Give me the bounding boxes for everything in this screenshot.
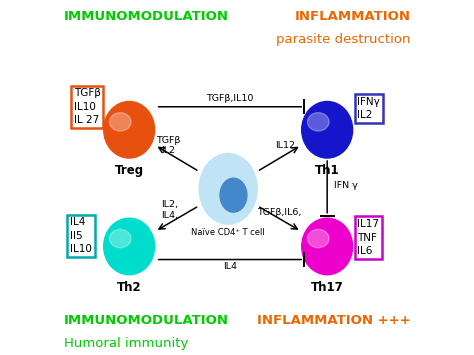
Text: IMMUNOMODULATION: IMMUNOMODULATION (64, 10, 229, 22)
Text: Humoral immunity: Humoral immunity (64, 337, 188, 350)
Text: TGFβ,IL10: TGFβ,IL10 (206, 94, 254, 104)
Ellipse shape (109, 113, 131, 131)
Text: IL17
TNF
IL6: IL17 TNF IL6 (357, 219, 379, 256)
Ellipse shape (220, 178, 247, 212)
Text: Naïve CD4⁺ T cell: Naïve CD4⁺ T cell (191, 228, 265, 237)
Text: IFN γ: IFN γ (334, 181, 357, 191)
Text: IMMUNOMODULATION: IMMUNOMODULATION (64, 313, 229, 327)
Text: IL2,
IL4,: IL2, IL4, (161, 200, 178, 220)
Ellipse shape (109, 229, 131, 248)
Ellipse shape (199, 153, 257, 224)
Text: Treg: Treg (115, 164, 144, 178)
Text: TGFβ,IL6,: TGFβ,IL6, (257, 208, 301, 217)
Ellipse shape (308, 229, 329, 248)
Text: IL4: IL4 (223, 262, 237, 272)
Text: IL4
II5
IL10: IL4 II5 IL10 (70, 217, 92, 255)
Ellipse shape (302, 218, 353, 275)
Text: Th17: Th17 (311, 281, 344, 294)
Text: parasite destruction: parasite destruction (276, 33, 410, 46)
Ellipse shape (302, 102, 353, 158)
Ellipse shape (104, 102, 155, 158)
Ellipse shape (308, 113, 329, 131)
Text: IFNγ
IL2: IFNγ IL2 (357, 97, 380, 120)
Text: TGFβ
IL2: TGFβ IL2 (156, 136, 180, 155)
Text: INFLAMMATION +++: INFLAMMATION +++ (256, 313, 410, 327)
Text: INFLAMMATION: INFLAMMATION (294, 10, 410, 22)
Text: Th1: Th1 (315, 164, 339, 178)
Text: IL12: IL12 (275, 141, 295, 150)
Text: Th2: Th2 (117, 281, 141, 294)
Ellipse shape (104, 218, 155, 275)
Text: TGFβ
IL10
IL 27: TGFβ IL10 IL 27 (73, 88, 100, 125)
